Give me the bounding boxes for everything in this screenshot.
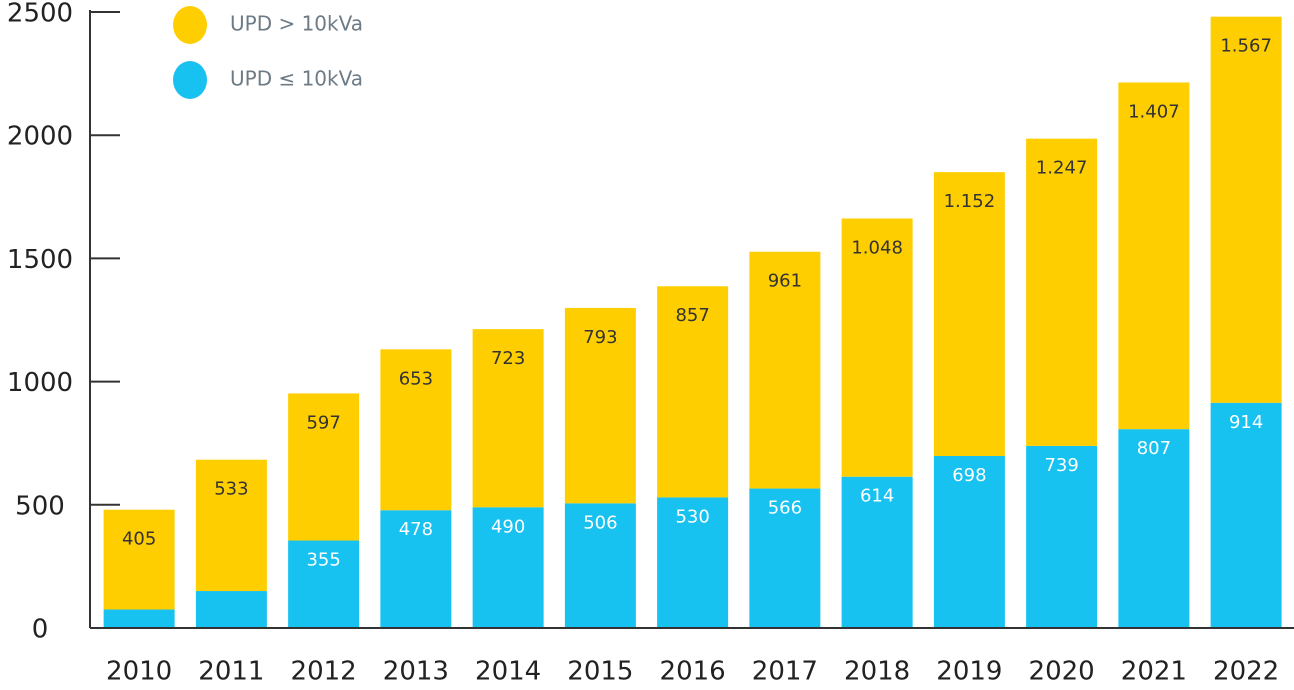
data-label: 739: [1044, 455, 1078, 476]
data-label: 1.567: [1220, 36, 1272, 57]
data-label: 533: [214, 479, 248, 500]
bar-segment: [1118, 429, 1190, 628]
bar-segment: [1210, 402, 1282, 628]
bar-segment: [841, 218, 913, 477]
bar-segment: [380, 510, 452, 628]
bar-segment: [1026, 138, 1098, 446]
legend-swatch: [173, 6, 207, 44]
data-label: 405: [122, 529, 156, 550]
data-label: 506: [583, 512, 617, 533]
y-tick-label: 500: [15, 491, 65, 521]
data-label: 698: [952, 465, 986, 486]
data-label: 961: [768, 271, 802, 292]
legend-label: UPD > 10kVa: [230, 12, 363, 36]
data-label: 1.407: [1128, 101, 1180, 122]
data-label: 530: [675, 506, 709, 527]
y-tick-label: 0: [32, 615, 49, 645]
legend-label: UPD ≤ 10kVa: [230, 67, 363, 91]
data-label: 1.048: [851, 237, 903, 258]
bar-segment: [288, 540, 360, 628]
y-tick-label: 2500: [7, 0, 73, 29]
data-label: 914: [1229, 412, 1263, 433]
legend-swatch: [173, 61, 207, 99]
bar-segment: [749, 251, 821, 489]
bar-segment: [195, 591, 267, 628]
x-tick-label: 2014: [475, 657, 541, 687]
bar-segment: [103, 509, 175, 610]
x-tick-label: 2017: [752, 657, 818, 687]
x-tick-label: 2019: [936, 657, 1002, 687]
y-tick-label: 2000: [7, 122, 73, 152]
y-tick-label: 1500: [7, 245, 73, 275]
x-tick-label: 2016: [660, 657, 726, 687]
bar-segment: [749, 488, 821, 628]
data-label: 807: [1137, 438, 1171, 459]
data-label: 1.152: [944, 191, 996, 212]
data-label: 857: [675, 305, 709, 326]
bar-segment: [933, 456, 1005, 628]
y-tick-label: 1000: [7, 368, 73, 398]
bar-segment: [472, 507, 544, 628]
x-tick-label: 2020: [1029, 657, 1095, 687]
bar-segment: [1210, 16, 1282, 403]
bar-segment: [195, 459, 267, 592]
bar-segment: [657, 497, 729, 628]
bar-segment: [841, 476, 913, 628]
bar-segment: [103, 609, 175, 628]
data-label: 355: [306, 550, 340, 571]
data-label: 723: [491, 348, 525, 369]
x-tick-label: 2022: [1213, 657, 1279, 687]
bar-segment: [288, 393, 360, 541]
data-label: 566: [768, 498, 802, 519]
data-label: 793: [583, 327, 617, 348]
bar-segment: [1026, 445, 1098, 628]
data-label: 478: [399, 519, 433, 540]
data-label: 597: [306, 412, 340, 433]
data-label: 653: [399, 368, 433, 389]
x-tick-label: 2021: [1121, 657, 1187, 687]
x-tick-label: 2013: [383, 657, 449, 687]
bar-segment: [564, 307, 636, 504]
x-tick-label: 2010: [106, 657, 172, 687]
bar-segment: [564, 503, 636, 628]
bar-segment: [1118, 82, 1190, 430]
bar-segment: [657, 286, 729, 498]
data-label: 614: [860, 486, 894, 507]
x-tick-label: 2018: [844, 657, 910, 687]
x-tick-label: 2015: [567, 657, 633, 687]
bar-segment: [933, 172, 1005, 457]
x-tick-label: 2011: [198, 657, 264, 687]
bar-segment: [380, 349, 452, 511]
data-label: 490: [491, 516, 525, 537]
bar-segment: [472, 329, 544, 508]
x-tick-label: 2012: [291, 657, 357, 687]
data-label: 1.247: [1036, 158, 1088, 179]
